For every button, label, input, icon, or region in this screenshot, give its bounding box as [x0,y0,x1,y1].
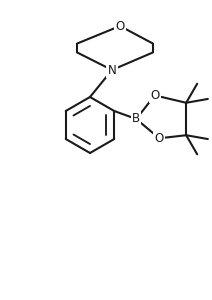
Text: N: N [108,64,116,76]
Text: O: O [150,89,159,102]
Text: O: O [115,20,125,32]
Text: B: B [132,112,140,125]
Text: O: O [155,132,164,145]
